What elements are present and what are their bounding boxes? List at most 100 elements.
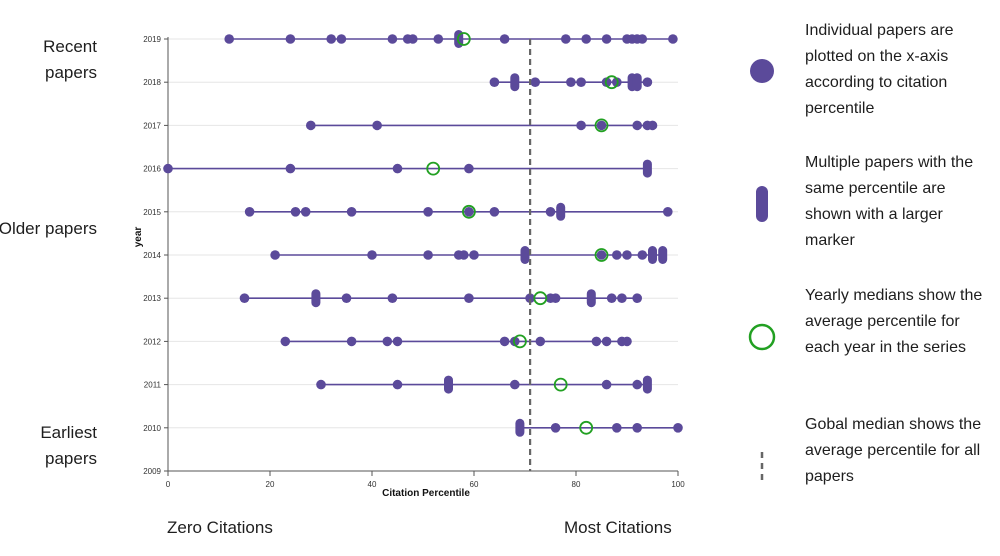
paper-dot-2011-86 [601,379,612,390]
paper-marker-multi-2013-83 [586,289,596,308]
x-tick-label-0: 0 [166,480,171,489]
paper-dot-2013-71 [525,293,535,304]
paper-dot-2013-76 [550,293,561,304]
paper-dot-2013-15 [239,293,250,304]
paper-dot-2016-59 [464,163,474,174]
y-axis-title: year [133,227,144,248]
legend-text-multiple: Multiple papers with the same percentile… [805,154,974,249]
paper-dot-2013-44 [387,293,398,304]
paper-dot-2013-89 [617,293,627,304]
paper-dot-2019-12 [224,34,234,44]
paper-dot-2011-30 [316,379,326,390]
series-layer [163,30,683,437]
x-tick-label-60: 60 [470,480,479,489]
paper-dot-2013-87 [606,293,617,304]
paper-dot-2010-100 [673,423,683,433]
paper-marker-multi-2011-94 [642,375,652,394]
yearly-median-2017 [594,118,609,133]
yearly-median-2010 [579,420,594,435]
paper-dot-2014-88 [612,250,622,260]
paper-dot-2013-59 [464,293,474,304]
legend-ring-marker [748,323,776,351]
paper-dot-2017-92 [632,120,642,131]
y-tick-label-2012: 2012 [143,337,161,346]
side-label-earliest: Earliest papers [40,423,97,468]
paper-dot-2017-85 [596,120,607,131]
paper-dot-2019-99 [668,34,678,44]
yearly-median-2018 [604,75,619,90]
paper-marker-multi-2013-29 [311,289,321,308]
paper-dot-2015-59 [464,207,474,217]
paper-dot-2014-85 [596,250,607,260]
axis-layer: 2009 2010 2011 2012 2013 2014 2015 2016 2017 2018… [143,35,685,489]
paper-dot-2015-27 [300,207,311,217]
paper-dot-2019-48 [408,34,418,44]
bottom-label-zero-citations: Zero Citations [167,518,273,537]
paper-marker-multi-2014-97 [658,246,668,264]
paper-marker-multi-2018-92 [632,73,642,92]
paper-dot-2017-28 [306,120,316,131]
paper-dot-2014-93 [637,250,648,260]
y-tick-label-2011: 2011 [144,381,162,390]
paper-dot-2017-41 [372,120,382,131]
y-tick-label-2013: 2013 [143,294,161,303]
legend-text-yearly-median: Yearly medians show the average percenti… [805,287,983,356]
paper-dot-2017-95 [647,120,658,131]
paper-dot-2015-36 [346,207,357,217]
paper-dot-2019-44 [387,34,398,44]
paper-dot-2019-66 [499,34,510,44]
paper-dot-2010-76 [550,423,561,433]
paper-dot-2013-92 [632,293,642,304]
paper-marker-multi-2014-70 [520,246,530,264]
paper-dot-2018-64 [489,77,500,87]
paper-dot-2010-92 [632,423,642,433]
citation-percentile-chart: 2009 2010 2011 2012 2013 2014 2015 2016 2017 2018… [133,30,685,499]
y-tick-label-2016: 2016 [143,165,161,174]
yearly-median-2014 [594,248,609,262]
paper-dot-2013-35 [341,293,352,304]
y-tick-label-2018: 2018 [143,78,161,87]
yearly-median-2015 [461,204,476,219]
paper-dot-2018-94 [642,77,653,87]
yearly-median-2013 [533,291,548,306]
legend-pill-marker [756,186,768,222]
paper-marker-multi-2016-94 [642,159,652,178]
legend-text-global-median: Gobal median shows the average percentil… [805,416,982,485]
paper-dot-2018-72 [530,77,540,87]
yearly-median-2016 [426,161,441,176]
paper-marker-multi-2015-77 [556,202,566,221]
x-tick-label-100: 100 [671,480,685,489]
y-tick-label-2014: 2014 [143,251,161,260]
paper-dot-2019-53 [433,34,444,44]
paper-dot-2011-45 [392,379,403,390]
paper-dot-2014-21 [270,250,280,260]
bottom-label-most-citations: Most Citations [564,518,672,537]
legend-dot-marker [750,59,774,83]
paper-dot-2019-34 [336,34,347,44]
paper-dot-2012-84 [591,336,602,347]
y-tick-label-2009: 2009 [143,467,161,476]
paper-dot-2019-86 [601,34,612,44]
paper-dot-2012-45 [392,336,403,347]
paper-dot-2012-86 [601,336,612,347]
x-tick-label-20: 20 [266,480,275,489]
paper-dot-2012-23 [280,336,291,347]
paper-dot-2014-51 [423,250,433,260]
x-axis-title: Citation Percentile [382,488,470,499]
legend-markers [748,59,776,480]
paper-dot-2014-90 [622,250,632,260]
paper-dot-2019-78 [561,34,571,44]
paper-dot-2014-60 [469,250,479,260]
paper-dot-2015-16 [244,207,255,217]
paper-dot-2019-93 [637,34,648,44]
yearly-median-2012 [513,334,527,349]
paper-dot-2015-25 [290,207,301,217]
paper-dot-2018-79 [566,77,576,87]
legend-text-individual: Individual papers are plotted on the x-a… [805,22,954,117]
paper-dot-2019-32 [326,34,337,44]
paper-dot-2010-88 [612,423,622,433]
paper-dot-2012-36 [346,336,357,347]
paper-dot-2012-43 [382,336,393,347]
paper-dot-2016-24 [285,163,296,174]
paper-dot-2012-66 [499,336,510,347]
